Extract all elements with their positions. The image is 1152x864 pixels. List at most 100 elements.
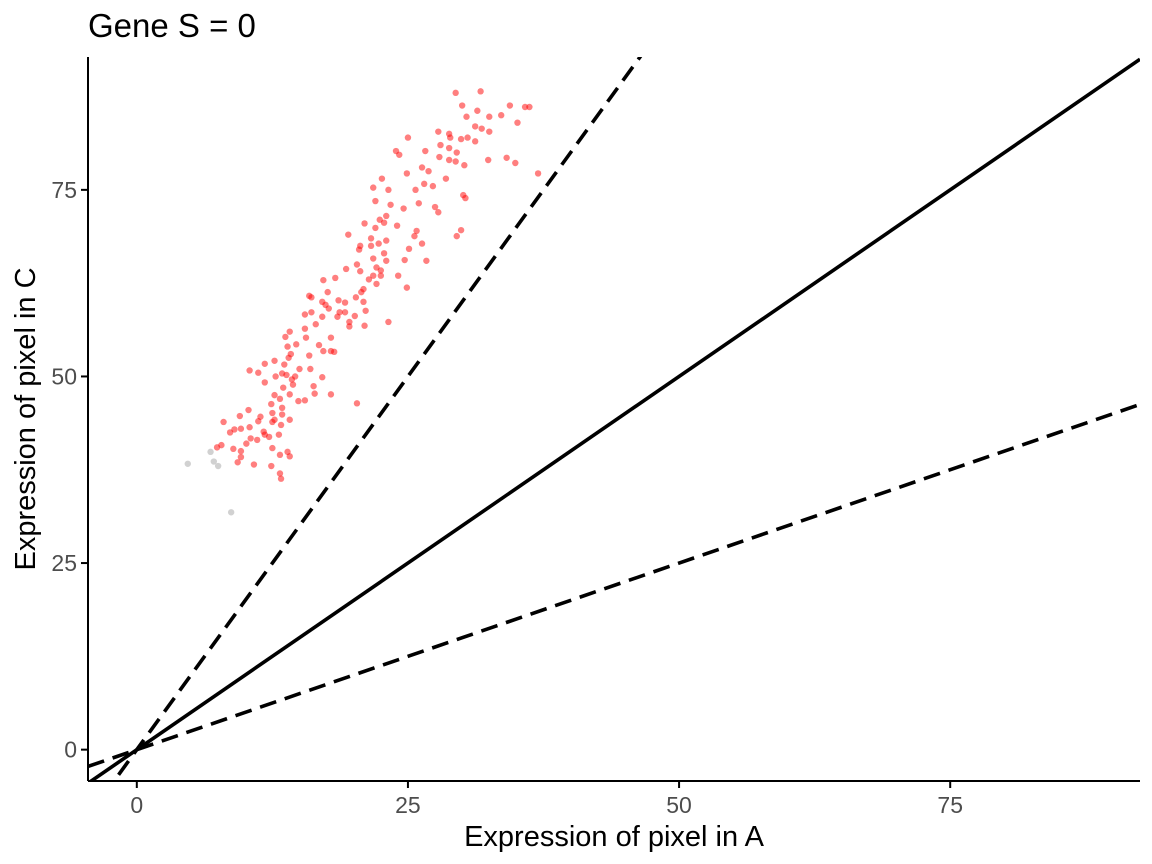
point-red	[471, 138, 479, 145]
solid-line-0	[88, 57, 1140, 781]
point-red	[486, 113, 493, 120]
point-red	[351, 312, 358, 320]
point-red	[370, 184, 377, 191]
point-red	[301, 325, 309, 332]
reference-lines	[88, 57, 1140, 781]
point-red	[312, 321, 319, 328]
point-red	[277, 475, 285, 482]
point-red	[405, 245, 413, 253]
x-axis-title: Expression of pixel in A	[464, 821, 764, 853]
point-red	[234, 459, 241, 466]
point-red	[237, 425, 245, 432]
point-red	[503, 154, 510, 161]
point-red	[442, 175, 450, 182]
point-red	[457, 226, 465, 234]
point-red	[286, 391, 293, 398]
point-red	[308, 294, 315, 301]
point-red	[346, 318, 353, 326]
point-red	[281, 361, 288, 368]
point-red	[370, 255, 377, 262]
point-red	[452, 158, 459, 165]
point-red	[310, 382, 317, 390]
point-red	[284, 343, 291, 350]
point-red	[261, 379, 268, 386]
point-red	[283, 371, 290, 379]
point-red	[255, 369, 262, 376]
point-red	[385, 318, 392, 326]
point-red	[445, 156, 453, 164]
point-red	[268, 462, 275, 470]
data-points	[184, 88, 542, 516]
point-red	[353, 261, 361, 268]
point-red	[453, 149, 460, 156]
point-red	[282, 333, 289, 341]
point-red	[429, 182, 437, 190]
point-red	[435, 209, 442, 216]
point-red	[286, 328, 293, 335]
point-gray	[227, 509, 235, 516]
point-red	[477, 88, 484, 95]
point-red	[415, 200, 422, 207]
point-red	[253, 436, 261, 444]
point-red	[307, 365, 314, 373]
point-red	[372, 224, 379, 232]
point-red	[478, 125, 485, 132]
point-red	[335, 297, 342, 304]
point-red	[393, 222, 401, 229]
point-red	[418, 164, 426, 171]
point-red	[401, 256, 408, 264]
point-red	[255, 418, 262, 425]
point-red	[334, 313, 341, 320]
point-red	[378, 175, 386, 182]
point-red	[289, 381, 297, 388]
point-red	[380, 250, 388, 257]
point-red	[308, 309, 315, 316]
point-red	[458, 102, 466, 109]
point-red	[498, 112, 505, 119]
point-red	[261, 360, 268, 367]
y-tick-label: 25	[51, 550, 77, 576]
x-tick-label: 75	[937, 792, 963, 818]
x-tick-label: 0	[130, 792, 143, 818]
point-red	[278, 404, 286, 412]
point-red	[213, 444, 221, 451]
point-red	[486, 128, 493, 135]
point-red	[360, 298, 367, 306]
point-red	[411, 232, 418, 240]
point-red	[355, 246, 363, 253]
point-red	[345, 231, 352, 238]
point-red	[526, 103, 533, 111]
point-red	[373, 280, 380, 288]
point-red	[243, 440, 250, 447]
point-gray	[214, 462, 222, 470]
x-tick-label: 25	[395, 792, 421, 818]
point-red	[461, 162, 468, 169]
point-red	[387, 201, 394, 208]
point-red	[418, 240, 426, 247]
point-red	[422, 147, 429, 155]
point-red	[380, 219, 388, 226]
point-red	[220, 418, 227, 426]
point-red	[463, 113, 470, 120]
point-red	[425, 167, 432, 175]
point-red	[365, 276, 373, 283]
point-red	[245, 406, 252, 414]
point-red	[265, 433, 273, 441]
point-red	[394, 272, 402, 279]
point-red	[293, 341, 300, 348]
y-tick-label: 0	[64, 737, 77, 763]
point-red	[271, 357, 278, 364]
point-red	[296, 365, 303, 373]
point-red	[383, 257, 390, 264]
point-red	[464, 134, 471, 141]
point-red	[514, 119, 521, 126]
point-red	[302, 334, 310, 341]
point-red	[412, 186, 419, 194]
point-red	[367, 242, 375, 250]
axis-ticks: 0 25 50 75 0 25 50 75	[51, 177, 963, 818]
point-red	[512, 159, 519, 167]
point-red	[268, 400, 275, 408]
point-red	[437, 141, 444, 149]
point-red	[462, 194, 469, 202]
